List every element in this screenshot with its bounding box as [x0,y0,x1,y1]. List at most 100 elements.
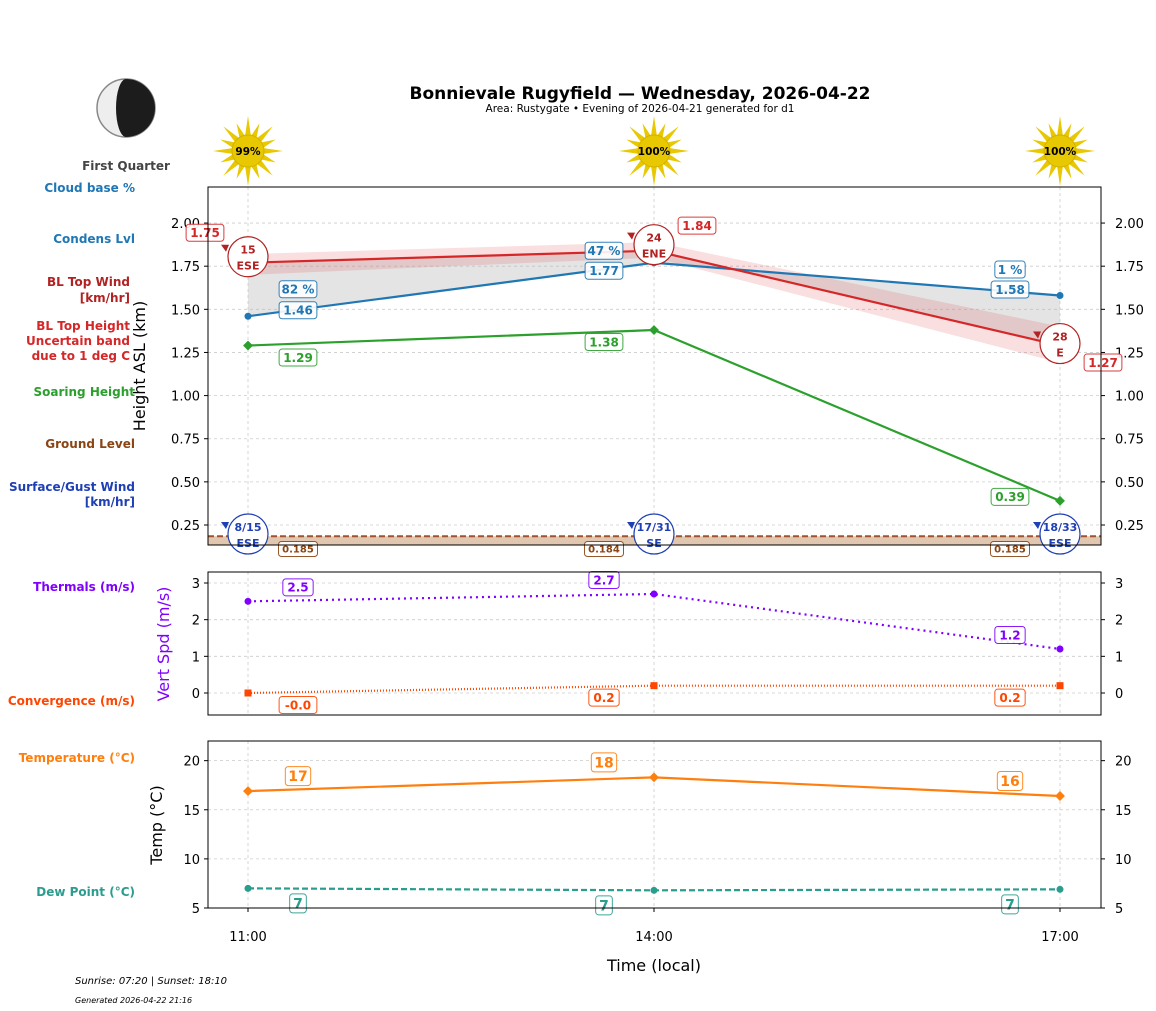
side-thermals: Thermals (m/s) [33,580,135,594]
soaring-label: 0.39 [995,490,1025,504]
sun-ray [619,148,640,154]
sun-ray [1032,153,1048,163]
cloud-base-pct-label-box [278,280,318,299]
soaring-label: 1.38 [589,335,619,349]
footer-sun: Sunrise: 07:20 | Sunset: 18:10 [75,976,227,987]
sun-ray [629,126,646,143]
sun-ray [262,148,283,154]
dew-point [650,886,658,894]
thermals-label: 2.5 [287,581,308,595]
sun-ray [662,159,679,176]
temperature-point [649,772,659,783]
bl-wind-circle [1039,322,1081,365]
y-tick-label: 1.25 [171,346,200,361]
cloud-base-pct-label: 1 % [998,263,1023,277]
sun-ray [223,126,240,143]
side-dew: Dew Point (°C) [36,885,135,899]
sun-disc [637,134,671,168]
ground-label: 0.184 [588,545,620,556]
sun-icon [213,116,283,186]
sun-ray [666,139,682,149]
bl-wind-arrow-icon [1033,331,1041,339]
sun-ray [656,163,666,179]
sun-ray [1025,148,1046,154]
y-tick-label: 0.50 [171,476,200,491]
bltop-label-box [185,223,225,242]
temperature-point [243,786,253,797]
sun-ray [1048,123,1058,139]
sun-ray [1074,148,1095,154]
bl-wind-arrow-icon [627,232,635,240]
y-tick-label: 1.75 [171,260,200,275]
sun-ray [642,123,652,139]
sun-ray [651,116,657,137]
sun-percent: 100% [638,146,671,158]
sun-ray [1068,159,1085,176]
x-label-time: Time (local) [606,956,701,975]
bl-wind-direction: ESE [237,260,260,273]
sun-ray [256,126,273,143]
convergence-label: -0.0 [285,698,311,712]
surface-wind-direction: SE [646,537,661,550]
y-tick-label: 1.00 [171,390,200,405]
sun-ray [220,153,236,163]
sun-ray [260,139,276,149]
sun-ray [1035,126,1052,143]
convergence-point [650,682,658,690]
cloud-base-pct-label: 47 % [588,244,621,258]
sun-ray [260,153,276,163]
side-bl-band-2: due to 1 deg C [32,349,131,363]
y-tick-label-right: 1.75 [1115,260,1144,275]
soaring-label: 1.29 [283,351,313,365]
x-tick-label: 17:00 [1041,930,1078,945]
convergence-label: 0.2 [999,691,1020,705]
y-tick-label: 0 [192,687,200,702]
sun-percent: 100% [1044,146,1077,158]
condens-label: 1.46 [283,304,313,318]
thermals-label-box [282,578,314,597]
side-cloud-base: Cloud base % [44,181,135,195]
sun-disc [1043,134,1077,168]
sun-percent: 99% [235,146,261,158]
soaring-point [1055,495,1065,506]
y-tick-label-right: 2 [1115,614,1123,629]
side-temperature: Temperature (°C) [19,751,135,765]
side-bl-wind-unit: [km/hr] [80,291,130,305]
bltop-label: 1.84 [682,219,712,233]
sun-ray [220,139,236,149]
plot-frame [207,186,1102,546]
sun-disc [231,134,265,168]
y-tick-label: 1.50 [171,303,200,318]
y-tick-label-right: 1 [1115,650,1123,665]
moon-phase: First Quarter [82,159,170,173]
dew-label: 7 [599,898,609,914]
y-tick-label-right: 3 [1115,577,1123,592]
thermals-line [247,592,1061,651]
convergence-label-box [994,688,1026,707]
condens-point [244,312,252,320]
sun-ray [223,159,240,176]
side-bl-top: BL Top Height [36,319,130,333]
temperature-point [1055,791,1065,801]
x-tick-label: 11:00 [229,930,266,945]
sun-ray [629,159,646,176]
side-soaring: Soaring Height [34,385,136,399]
sun-ray [668,148,689,154]
y-tick-label-right: 20 [1115,755,1132,770]
bltop-label: 1.27 [1088,356,1118,370]
y-tick-label: 20 [183,755,200,770]
cloud-base-pct-label: 82 % [282,283,315,297]
cloud-fill [248,250,1060,346]
thermals-point [650,590,658,598]
plot-frame [207,571,1102,716]
sun-ray [1035,159,1052,176]
side-surface-unit: [km/hr] [85,495,135,509]
thermals-point [244,597,252,605]
sun-ray [213,148,234,154]
bl-wind-speed: 28 [1052,331,1067,344]
thermals-point [1056,645,1064,653]
side-bl-band: Uncertain band [26,334,130,348]
y-tick-label-right: 1.00 [1115,390,1144,405]
y-label-vert: Vert Spd (m/s) [154,587,173,702]
